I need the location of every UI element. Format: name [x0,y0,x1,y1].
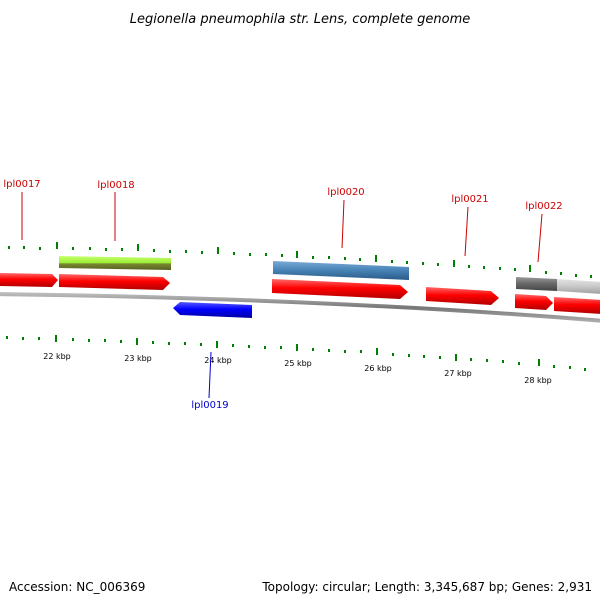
topology-summary: Topology: circular; Length: 3,345,687 bp… [262,580,592,594]
cds-arrow-lpl0022-b[interactable] [554,297,600,314]
cds-arrow-lpl0017[interactable] [0,273,58,287]
accession-text: Accession: NC_006369 [9,580,146,594]
scale-tick-row [6,335,586,371]
genome-backbone [0,292,600,323]
cds-arrow-lpl0018[interactable] [59,274,170,290]
outer-tick-row [8,242,592,278]
rna-feature-gray[interactable] [516,277,600,294]
cds-arrow-lpl0021[interactable] [426,287,499,305]
gene-label-lpl0020[interactable]: lpl0020 [327,187,364,198]
cds-arrow-lpl0022-a[interactable] [515,294,553,310]
map-title: Legionella pneumophila str. Lens, comple… [130,12,471,27]
rna-feature-green[interactable] [59,256,171,270]
gene-label-lpl0017[interactable]: lpl0017 [3,179,40,190]
scale-label-23kbp: 23 kbp [124,354,152,363]
gene-label-lpl0018[interactable]: lpl0018 [97,180,134,191]
label-leaders [21,192,543,399]
scale-label-26kbp: 26 kbp [364,364,392,373]
gene-label-lpl0022[interactable]: lpl0022 [525,201,562,212]
gene-label-lpl0021[interactable]: lpl0021 [451,194,488,205]
rna-feature-steelblue[interactable] [273,261,409,280]
scale-label-22kbp: 22 kbp [43,352,71,361]
cds-arrow-lpl0020[interactable] [272,279,408,299]
gene-label-lpl0019[interactable]: lpl0019 [191,400,228,411]
scale-label-28kbp: 28 kbp [524,376,552,385]
scale-label-27kbp: 27 kbp [444,369,472,378]
scale-label-24kbp: 24 kbp [204,356,232,365]
cds-arrow-lpl0019[interactable] [173,302,252,318]
scale-label-25kbp: 25 kbp [284,359,312,368]
